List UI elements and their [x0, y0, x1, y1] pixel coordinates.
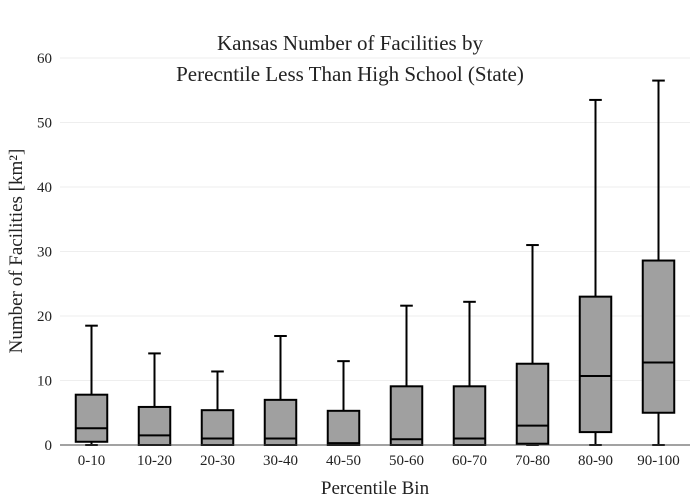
box-plot-item	[452, 300, 487, 446]
box-plot-item	[515, 244, 550, 446]
y-tick-label: 40	[37, 180, 52, 196]
y-tick-label: 10	[37, 374, 52, 390]
y-tick-label: 50	[37, 116, 52, 132]
box-plot-item	[578, 98, 613, 446]
iqr-box	[389, 385, 424, 446]
box-plot-item	[389, 304, 424, 446]
chart-title-line-2: Perecntile Less Than High School (State)	[176, 62, 524, 86]
x-tick-label: 0-10	[78, 453, 106, 469]
box-plot-item	[641, 79, 676, 446]
x-tick-label: 70-80	[515, 453, 550, 469]
y-tick-label: 20	[37, 309, 52, 325]
y-axis-ticks: 0 10 20 30 40 50 60	[37, 51, 52, 454]
x-tick-label: 50-60	[389, 453, 424, 469]
box-plot-item	[74, 324, 109, 446]
x-tick-label: 30-40	[263, 453, 298, 469]
x-tick-label: 60-70	[452, 453, 487, 469]
box-plot-item	[200, 370, 235, 447]
iqr-box	[578, 295, 613, 434]
iqr-box	[200, 409, 235, 447]
x-tick-label: 80-90	[578, 453, 613, 469]
y-tick-label: 60	[37, 51, 52, 67]
iqr-box	[641, 259, 676, 414]
iqr-box	[452, 385, 487, 446]
x-axis-ticks: 0-10 10-20 20-30 30-40 40-50 50-60 60-70 70-80 8…	[78, 453, 680, 469]
x-tick-label: 20-30	[200, 453, 235, 469]
iqr-box	[137, 405, 172, 447]
iqr-box	[74, 393, 109, 443]
x-tick-label: 40-50	[326, 453, 361, 469]
box-plot-item	[137, 352, 172, 447]
box-plot-item	[326, 360, 361, 447]
box-plot-item	[263, 334, 298, 447]
y-tick-label: 0	[45, 438, 53, 454]
chart-title-line-1: Kansas Number of Facilities by	[217, 31, 483, 55]
x-tick-label: 10-20	[137, 453, 172, 469]
iqr-box	[326, 409, 361, 447]
x-tick-label: 90-100	[637, 453, 680, 469]
y-tick-label: 30	[37, 245, 52, 261]
y-axis-title: Number of Facilities [km²]	[6, 149, 27, 354]
x-axis-title: Percentile Bin	[321, 478, 430, 499]
iqr-box	[515, 362, 550, 445]
boxes	[74, 79, 676, 447]
